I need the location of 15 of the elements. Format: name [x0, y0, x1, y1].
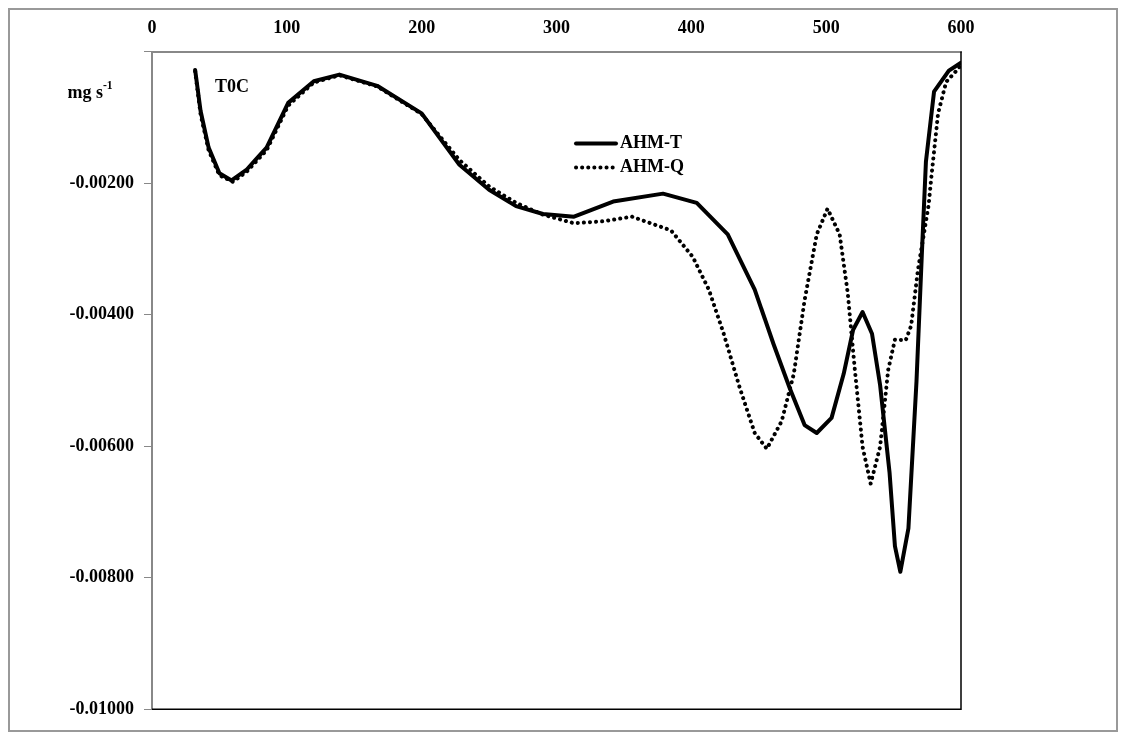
y-tick-label: -0.01000 — [69, 697, 134, 718]
x-tick-label: 400 — [677, 17, 705, 38]
x-tick-label: 200 — [408, 17, 436, 38]
y-tick-label: -0.00200 — [69, 171, 134, 192]
y-tick-label: -0.00800 — [69, 566, 134, 587]
x-tick-label: 500 — [812, 17, 840, 38]
legend-label: AHM-Q — [620, 156, 684, 177]
x-tick-label: 0 — [147, 17, 157, 38]
x-axis-title: T0C — [215, 76, 250, 97]
y-tick-label: -0.00400 — [69, 303, 134, 324]
x-tick-label: 600 — [947, 17, 975, 38]
x-tick-label: 100 — [273, 17, 301, 38]
y-tick-label: -0.00600 — [69, 434, 134, 455]
legend-label: AHM-T — [620, 132, 682, 153]
x-tick-label: 300 — [543, 17, 570, 38]
